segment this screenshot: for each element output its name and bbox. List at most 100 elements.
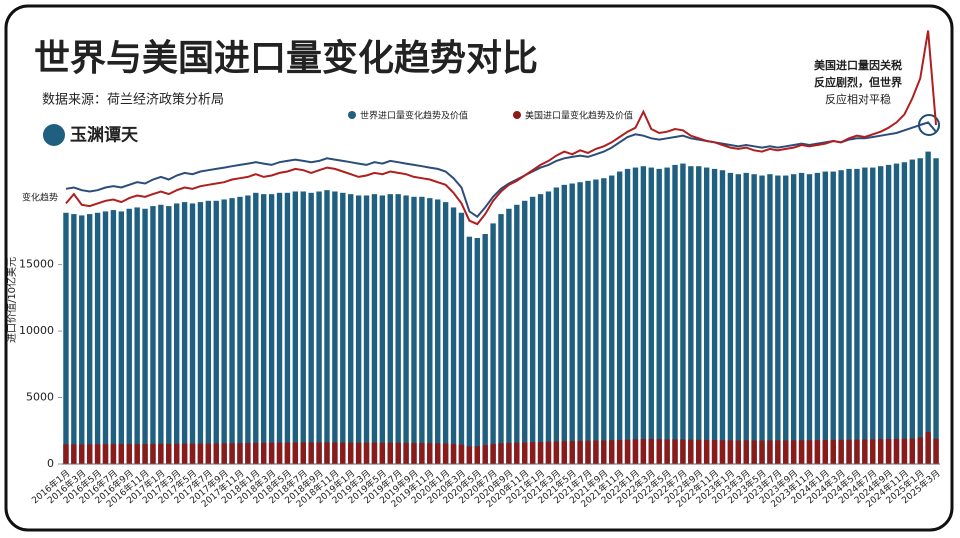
bar [268,194,275,464]
bar [727,172,734,464]
bar [632,167,639,464]
bar [743,440,749,464]
bar [110,210,117,464]
bar [213,200,219,465]
bar [790,174,797,464]
bar [189,443,196,464]
bar [427,443,433,464]
bar [229,443,235,464]
bar [458,444,465,464]
bar [577,440,583,464]
legend-label: 美国进口量变化趋势及价值 [525,110,633,122]
bar [379,442,386,464]
bar [854,168,860,464]
bar [601,440,607,464]
bar [553,187,560,464]
bar [648,167,654,464]
bar [419,442,425,464]
bar [110,444,117,464]
bar [877,166,884,464]
bar [71,444,77,464]
bar [846,168,852,464]
bar [490,443,496,464]
bar [197,443,204,464]
bar [94,444,101,464]
bar [909,159,916,464]
bar [134,207,140,464]
bar [909,438,916,464]
bar [783,440,789,464]
bar [363,442,370,464]
bar [616,439,623,464]
bar [458,212,465,464]
bar [403,195,409,464]
bar [450,207,457,464]
bar [711,168,718,464]
bar [166,443,172,464]
bar [79,215,85,464]
bar [838,439,844,464]
bar [166,206,172,464]
bar [387,194,393,464]
bar [419,196,425,464]
bar [790,440,797,464]
bar [181,202,188,465]
bar [846,439,852,464]
bar [751,440,757,464]
bar [862,439,868,464]
bar [624,168,631,464]
bar [719,440,726,464]
legend-label: 世界进口量变化趋势及价值 [360,110,468,122]
bar [553,441,560,464]
bar [664,167,670,464]
bar [442,443,449,464]
bar [63,212,69,464]
bar [696,166,702,464]
bar [506,208,512,464]
bar [680,439,686,464]
bar [245,195,251,464]
bar [324,190,330,464]
legend-marker [348,111,356,119]
bar [79,444,85,464]
bar [537,441,544,464]
bar [506,442,512,464]
bar [134,443,140,464]
y-tick-label: 15000 [19,258,54,271]
bar [917,437,923,464]
bar [332,191,338,464]
bar [411,442,417,464]
bar [102,211,109,464]
bar [308,442,314,464]
bar [340,192,346,464]
bar [545,441,552,464]
bar [759,175,765,464]
bar [205,200,212,465]
logo-icon [43,124,65,146]
bar [316,442,322,464]
bar [545,191,552,464]
bar [174,443,180,464]
bar [126,208,132,464]
bar [490,223,496,464]
bar [340,442,346,464]
bar [569,441,575,464]
bar [609,440,615,464]
bar [261,194,267,464]
bar [324,442,330,464]
bar [482,445,488,464]
bar [743,172,749,464]
trend-line [65,30,937,226]
bar [822,171,828,464]
bar [261,442,267,464]
bar [276,192,283,464]
bar [514,204,520,464]
bar [387,442,393,464]
bar [292,191,299,464]
bar [593,179,599,464]
bar [933,158,939,464]
bar [901,162,908,465]
bar [181,443,188,464]
bar [703,167,710,464]
